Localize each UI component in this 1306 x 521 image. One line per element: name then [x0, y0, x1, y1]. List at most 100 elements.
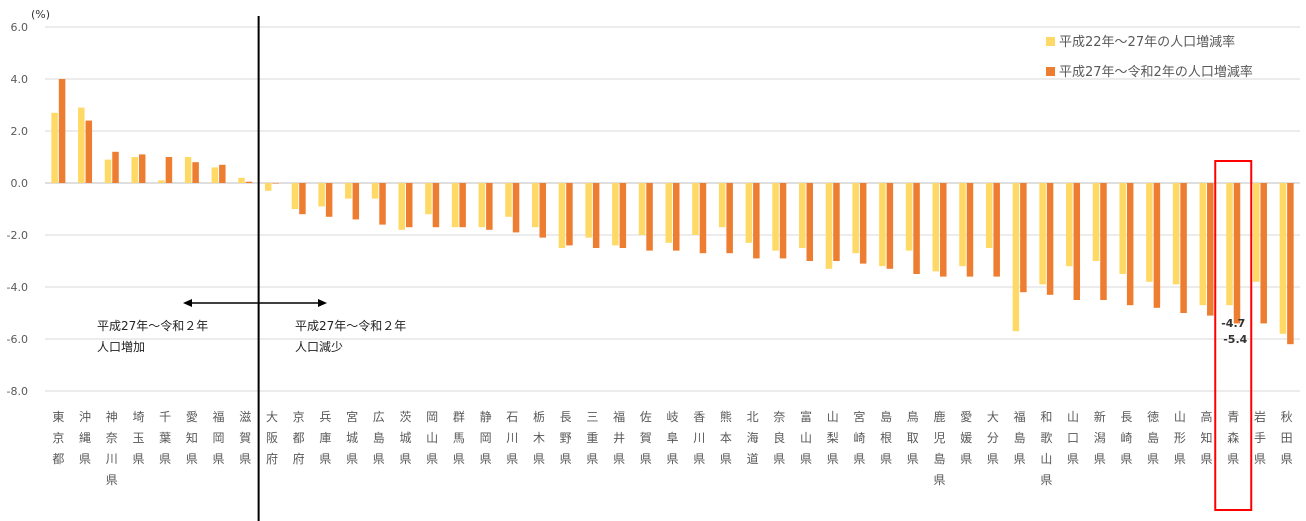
bars [51, 79, 1294, 345]
bar-h27-r2 [1046, 183, 1054, 295]
category-label: 岩手県 [1254, 409, 1266, 466]
bar-h27-r2 [1233, 183, 1241, 324]
bar-h22-27 [371, 183, 379, 199]
bar-h27-r2 [833, 183, 840, 261]
bar-h27-r2 [112, 151, 119, 183]
category-label: 熊本県 [720, 409, 732, 466]
y-tick-label: -6.0 [7, 333, 28, 346]
category-label: 埼玉県 [132, 410, 144, 466]
bar-h27-r2 [1207, 183, 1214, 316]
bar-h22-27 [718, 183, 726, 228]
category-label: 鹿児島県 [934, 409, 946, 487]
y-tick-label: 4.0 [11, 73, 29, 86]
legend-swatch [1046, 67, 1055, 76]
category-label: 鳥取県 [907, 409, 919, 466]
bar-h22-27 [985, 183, 993, 248]
category-label: 長野県 [560, 410, 572, 466]
y-tick-label: 6.0 [11, 21, 29, 34]
bar-h22-27 [1012, 183, 1020, 332]
bar-h22-27 [879, 183, 886, 267]
bar-h22-27 [1146, 183, 1153, 282]
bar-h27-r2 [219, 164, 226, 183]
bar-h27-r2 [779, 183, 787, 259]
bar-h27-r2 [58, 79, 66, 183]
gridlines [45, 26, 1300, 392]
bar-h27-r2 [405, 183, 413, 228]
y-tick-label: -2.0 [7, 229, 28, 242]
bar-h27-r2 [913, 183, 920, 274]
bar-h22-27 [318, 183, 325, 207]
bar-h22-27 [1039, 183, 1046, 285]
bar-h22-27 [238, 177, 245, 183]
legend-swatch [1046, 37, 1055, 46]
bar-h22-27 [558, 183, 566, 248]
bar-h27-r2 [512, 183, 520, 233]
bar-h27-r2 [1100, 183, 1107, 300]
bar-h27-r2 [486, 183, 493, 230]
bar-h22-27 [211, 167, 219, 183]
bar-h27-r2 [940, 183, 947, 277]
bar-h22-27 [51, 112, 58, 183]
bar-h27-r2 [806, 183, 814, 261]
category-label: 広島県 [373, 410, 385, 466]
bar-h22-27 [345, 183, 352, 199]
category-label: 島根県 [880, 409, 892, 466]
category-label: 北海道 [747, 410, 759, 466]
bar-h22-27 [825, 183, 833, 269]
bar-h27-r2 [1126, 183, 1134, 306]
y-tick-label: -4.0 [7, 281, 28, 294]
bar-h27-r2 [325, 183, 333, 217]
category-label: 静岡県 [480, 410, 492, 466]
bar-h27-r2 [165, 157, 173, 183]
annotation-decrease: 平成27年～令和２年 [295, 318, 406, 333]
bar-h22-27 [1199, 183, 1207, 306]
data-label: -4.7 [1221, 317, 1245, 330]
bar-h27-r2 [646, 183, 653, 251]
bar-h22-27 [1092, 183, 1100, 261]
bar-h27-r2 [1287, 183, 1294, 345]
bar-h22-27 [638, 183, 646, 235]
category-label: 京都府 [293, 410, 305, 466]
category-label: 和歌山県 [1040, 410, 1052, 487]
bar-h27-r2 [1260, 183, 1267, 324]
category-label: 岡山県 [426, 410, 438, 466]
bar-h22-27 [451, 183, 459, 228]
y-tick-label: 0.0 [11, 177, 29, 190]
bar-h27-r2 [1073, 183, 1081, 300]
category-label: 奈良県 [773, 410, 785, 466]
bar-h22-27 [1066, 183, 1073, 267]
category-label: 宮城県 [346, 409, 358, 466]
bar-h27-r2 [966, 183, 974, 277]
bar-h27-r2 [539, 183, 546, 238]
category-label: 新潟県 [1094, 409, 1106, 466]
bar-h27-r2 [138, 154, 146, 183]
bar-h22-27 [1226, 183, 1233, 306]
bar-h27-r2 [886, 183, 894, 269]
arrow-head-right [318, 299, 327, 307]
bar-h22-27 [905, 183, 913, 251]
bar-h27-r2 [993, 183, 1000, 277]
category-label: 福島県 [1014, 409, 1026, 466]
category-label: 佐賀県 [640, 410, 652, 466]
y-axis-unit: (%) [31, 8, 50, 21]
category-label: 福岡県 [213, 409, 225, 466]
bar-h22-27 [1172, 183, 1180, 285]
category-label: 富山県 [800, 409, 812, 466]
bar-h22-27 [398, 183, 405, 230]
bar-h22-27 [745, 183, 753, 243]
category-label: 大阪府 [266, 410, 278, 466]
bar-h27-r2 [379, 183, 386, 225]
category-label: 福井県 [613, 409, 625, 466]
bar-h27-r2 [592, 183, 600, 248]
category-label: 沖縄県 [79, 410, 91, 466]
category-label: 三重県 [586, 410, 598, 466]
bar-h22-27 [1252, 183, 1260, 282]
category-label: 山梨県 [827, 410, 839, 466]
bar-h22-27 [158, 180, 165, 183]
data-label: -5.4 [1223, 333, 1247, 346]
category-label: 千葉県 [159, 410, 171, 466]
bar-h27-r2 [352, 183, 360, 220]
